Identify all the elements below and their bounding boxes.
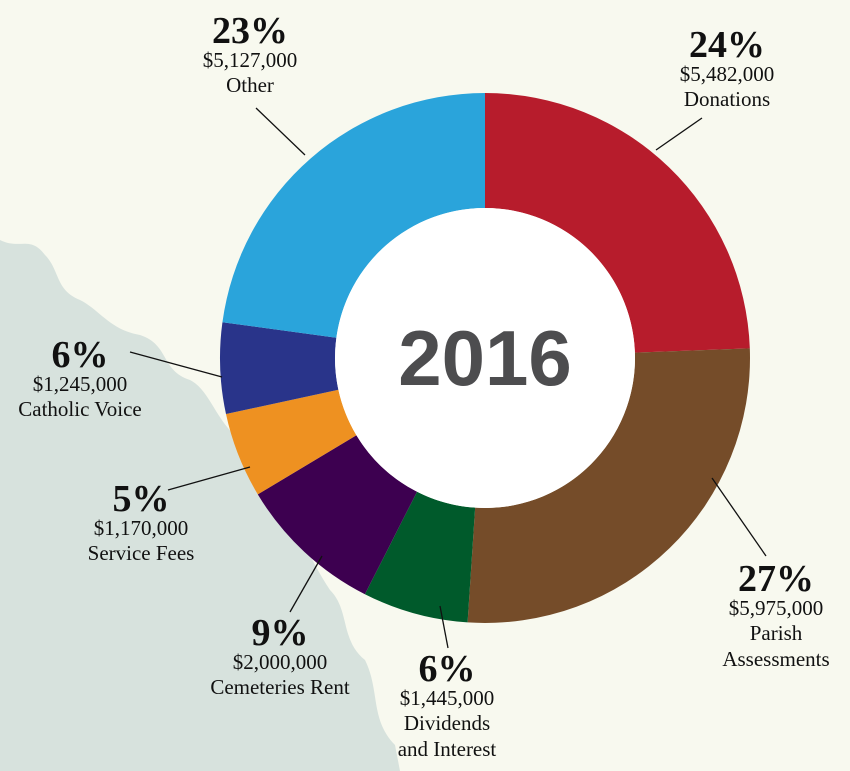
value-label: $5,482,000 bbox=[680, 64, 775, 85]
percent-label: 5% bbox=[113, 480, 170, 518]
value-label: $5,975,000 bbox=[729, 598, 824, 619]
value-label: $1,245,000 bbox=[33, 374, 128, 395]
category-label: Donations bbox=[684, 86, 770, 112]
percent-label: 23% bbox=[212, 12, 288, 50]
category-label: Other bbox=[226, 72, 274, 98]
category-label: Cemeteries Rent bbox=[210, 674, 349, 700]
chart: 2016 24%$5,482,000Donations 27%$5,975,000… bbox=[0, 0, 850, 771]
center-label: 2016 bbox=[398, 314, 572, 402]
category-label: Service Fees bbox=[88, 540, 195, 566]
value-label: $1,445,000 bbox=[400, 688, 495, 709]
value-label: $5,127,000 bbox=[203, 50, 298, 71]
percent-label: 24% bbox=[689, 26, 765, 64]
category-label: Parish Assessments bbox=[701, 620, 850, 672]
percent-label: 27% bbox=[738, 560, 814, 598]
percent-label: 6% bbox=[419, 650, 476, 688]
leader-line bbox=[712, 478, 766, 556]
value-label: $2,000,000 bbox=[233, 652, 328, 673]
leader-line bbox=[256, 108, 305, 155]
leader-line bbox=[656, 118, 702, 150]
percent-label: 6% bbox=[52, 336, 109, 374]
category-label: Dividends and Interest bbox=[387, 710, 507, 762]
category-label: Catholic Voice bbox=[18, 396, 141, 422]
value-label: $1,170,000 bbox=[94, 518, 189, 539]
percent-label: 9% bbox=[252, 614, 309, 652]
